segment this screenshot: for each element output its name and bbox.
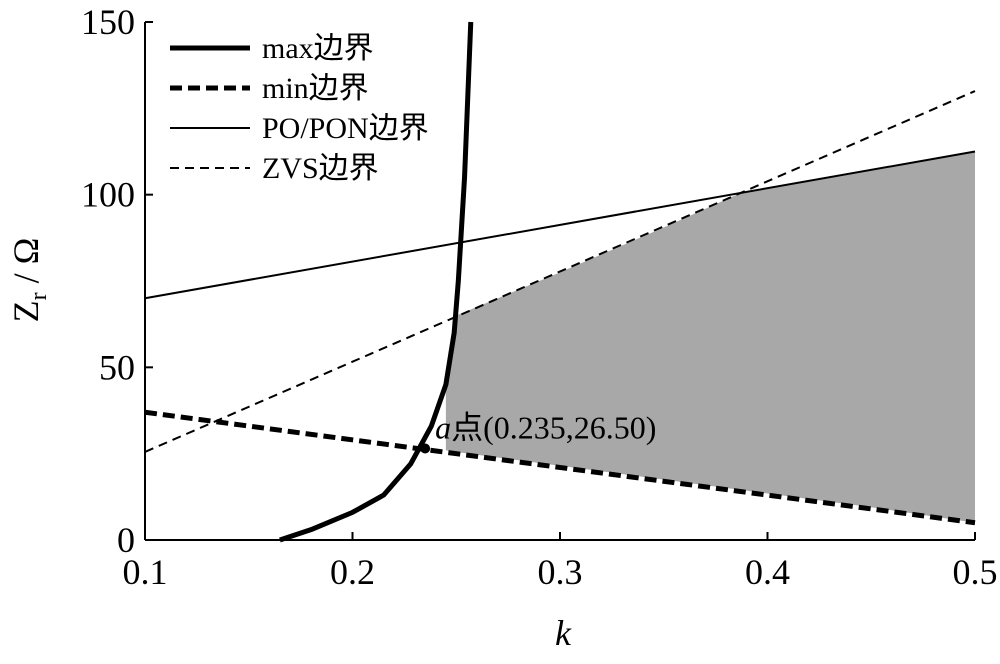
shaded-feasible-region bbox=[445, 151, 975, 523]
y-axis-title-unit: / Ω bbox=[6, 238, 46, 293]
series-po-pon-line bbox=[144, 150, 976, 300]
y-tick-label: 50 bbox=[99, 347, 135, 387]
y-axis-title: Zr / Ω bbox=[6, 238, 52, 323]
tick-labels: 0.1 0.2 0.3 0.4 0.5 0 50 100 150 bbox=[81, 2, 998, 592]
axes bbox=[144, 21, 976, 541]
shaded-region bbox=[445, 151, 975, 523]
x-tick-label: 0.2 bbox=[330, 552, 375, 592]
series-min-line bbox=[144, 409, 976, 526]
series-lines bbox=[144, 21, 976, 543]
annotation-label: a点(0.235,26.50) bbox=[435, 409, 656, 445]
x-tick-label: 0.3 bbox=[538, 552, 583, 592]
y-axis-title-sub: r bbox=[26, 292, 52, 300]
x-tick-label: 0.5 bbox=[953, 552, 998, 592]
legend-label-po-pon: PO/PON边界 bbox=[262, 112, 429, 145]
y-tick-label: 0 bbox=[117, 520, 135, 560]
x-axis-title: k bbox=[555, 613, 572, 653]
annotation-point bbox=[420, 443, 431, 454]
annotation: a点(0.235,26.50) bbox=[420, 409, 656, 454]
series-zvs-line bbox=[144, 90, 976, 453]
series-max-line bbox=[279, 21, 474, 543]
y-tick-label: 100 bbox=[81, 175, 135, 215]
legend-label-max: max边界 bbox=[262, 32, 374, 65]
annotation-label-italic: a bbox=[435, 409, 451, 445]
legend: max边界 min边界 PO/PON边界 ZVS边界 bbox=[170, 32, 429, 185]
x-tick-label: 0.1 bbox=[123, 552, 168, 592]
y-tick-label: 150 bbox=[81, 2, 135, 42]
annotation-label-text: 点(0.235,26.50) bbox=[451, 409, 656, 445]
x-tick-label: 0.4 bbox=[745, 552, 790, 592]
y-axis-title-main: Z bbox=[6, 300, 46, 322]
legend-label-min: min边界 bbox=[262, 72, 369, 105]
legend-label-zvs: ZVS边界 bbox=[262, 152, 379, 185]
